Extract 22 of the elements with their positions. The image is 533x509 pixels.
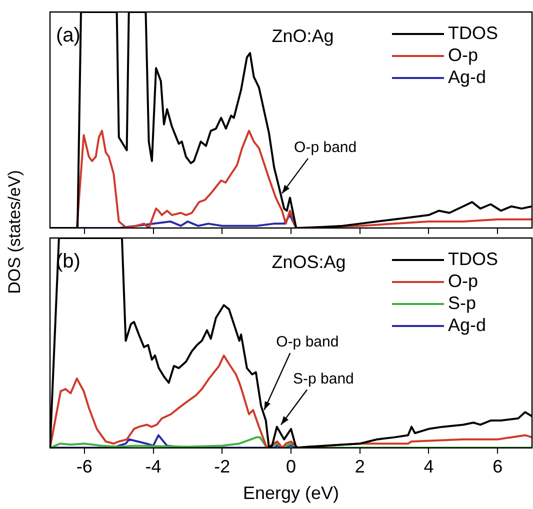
legend-label: O-p [448, 270, 478, 291]
x-tick-label: 0 [286, 456, 296, 477]
x-tick-label: -2 [214, 456, 230, 477]
x-tick-label: 6 [492, 456, 503, 477]
legend-label: TDOS [448, 248, 498, 269]
y-axis-title: DOS (states/eV) [5, 170, 25, 294]
legend-label: Ag-d [448, 66, 486, 87]
annotation: (a) [56, 24, 80, 47]
text: ZnOS:Ag [272, 252, 346, 272]
x-tick-label: 4 [424, 456, 434, 477]
legend-label: Ag-d [448, 314, 486, 335]
annotation: S-p band [293, 370, 354, 388]
x-tick-label: -4 [145, 456, 162, 477]
x-axis-title: Energy (eV) [242, 483, 340, 504]
annotation: O-p band [294, 139, 357, 156]
legend-label: S-p [448, 292, 476, 313]
annotation: O-p band [276, 334, 339, 351]
x-tick-label: 2 [354, 456, 365, 477]
legend-label: TDOS [448, 22, 498, 43]
text: ZnO:Ag [272, 26, 334, 46]
legend-label: O-p [448, 44, 478, 65]
x-tick-label: -6 [76, 456, 92, 477]
